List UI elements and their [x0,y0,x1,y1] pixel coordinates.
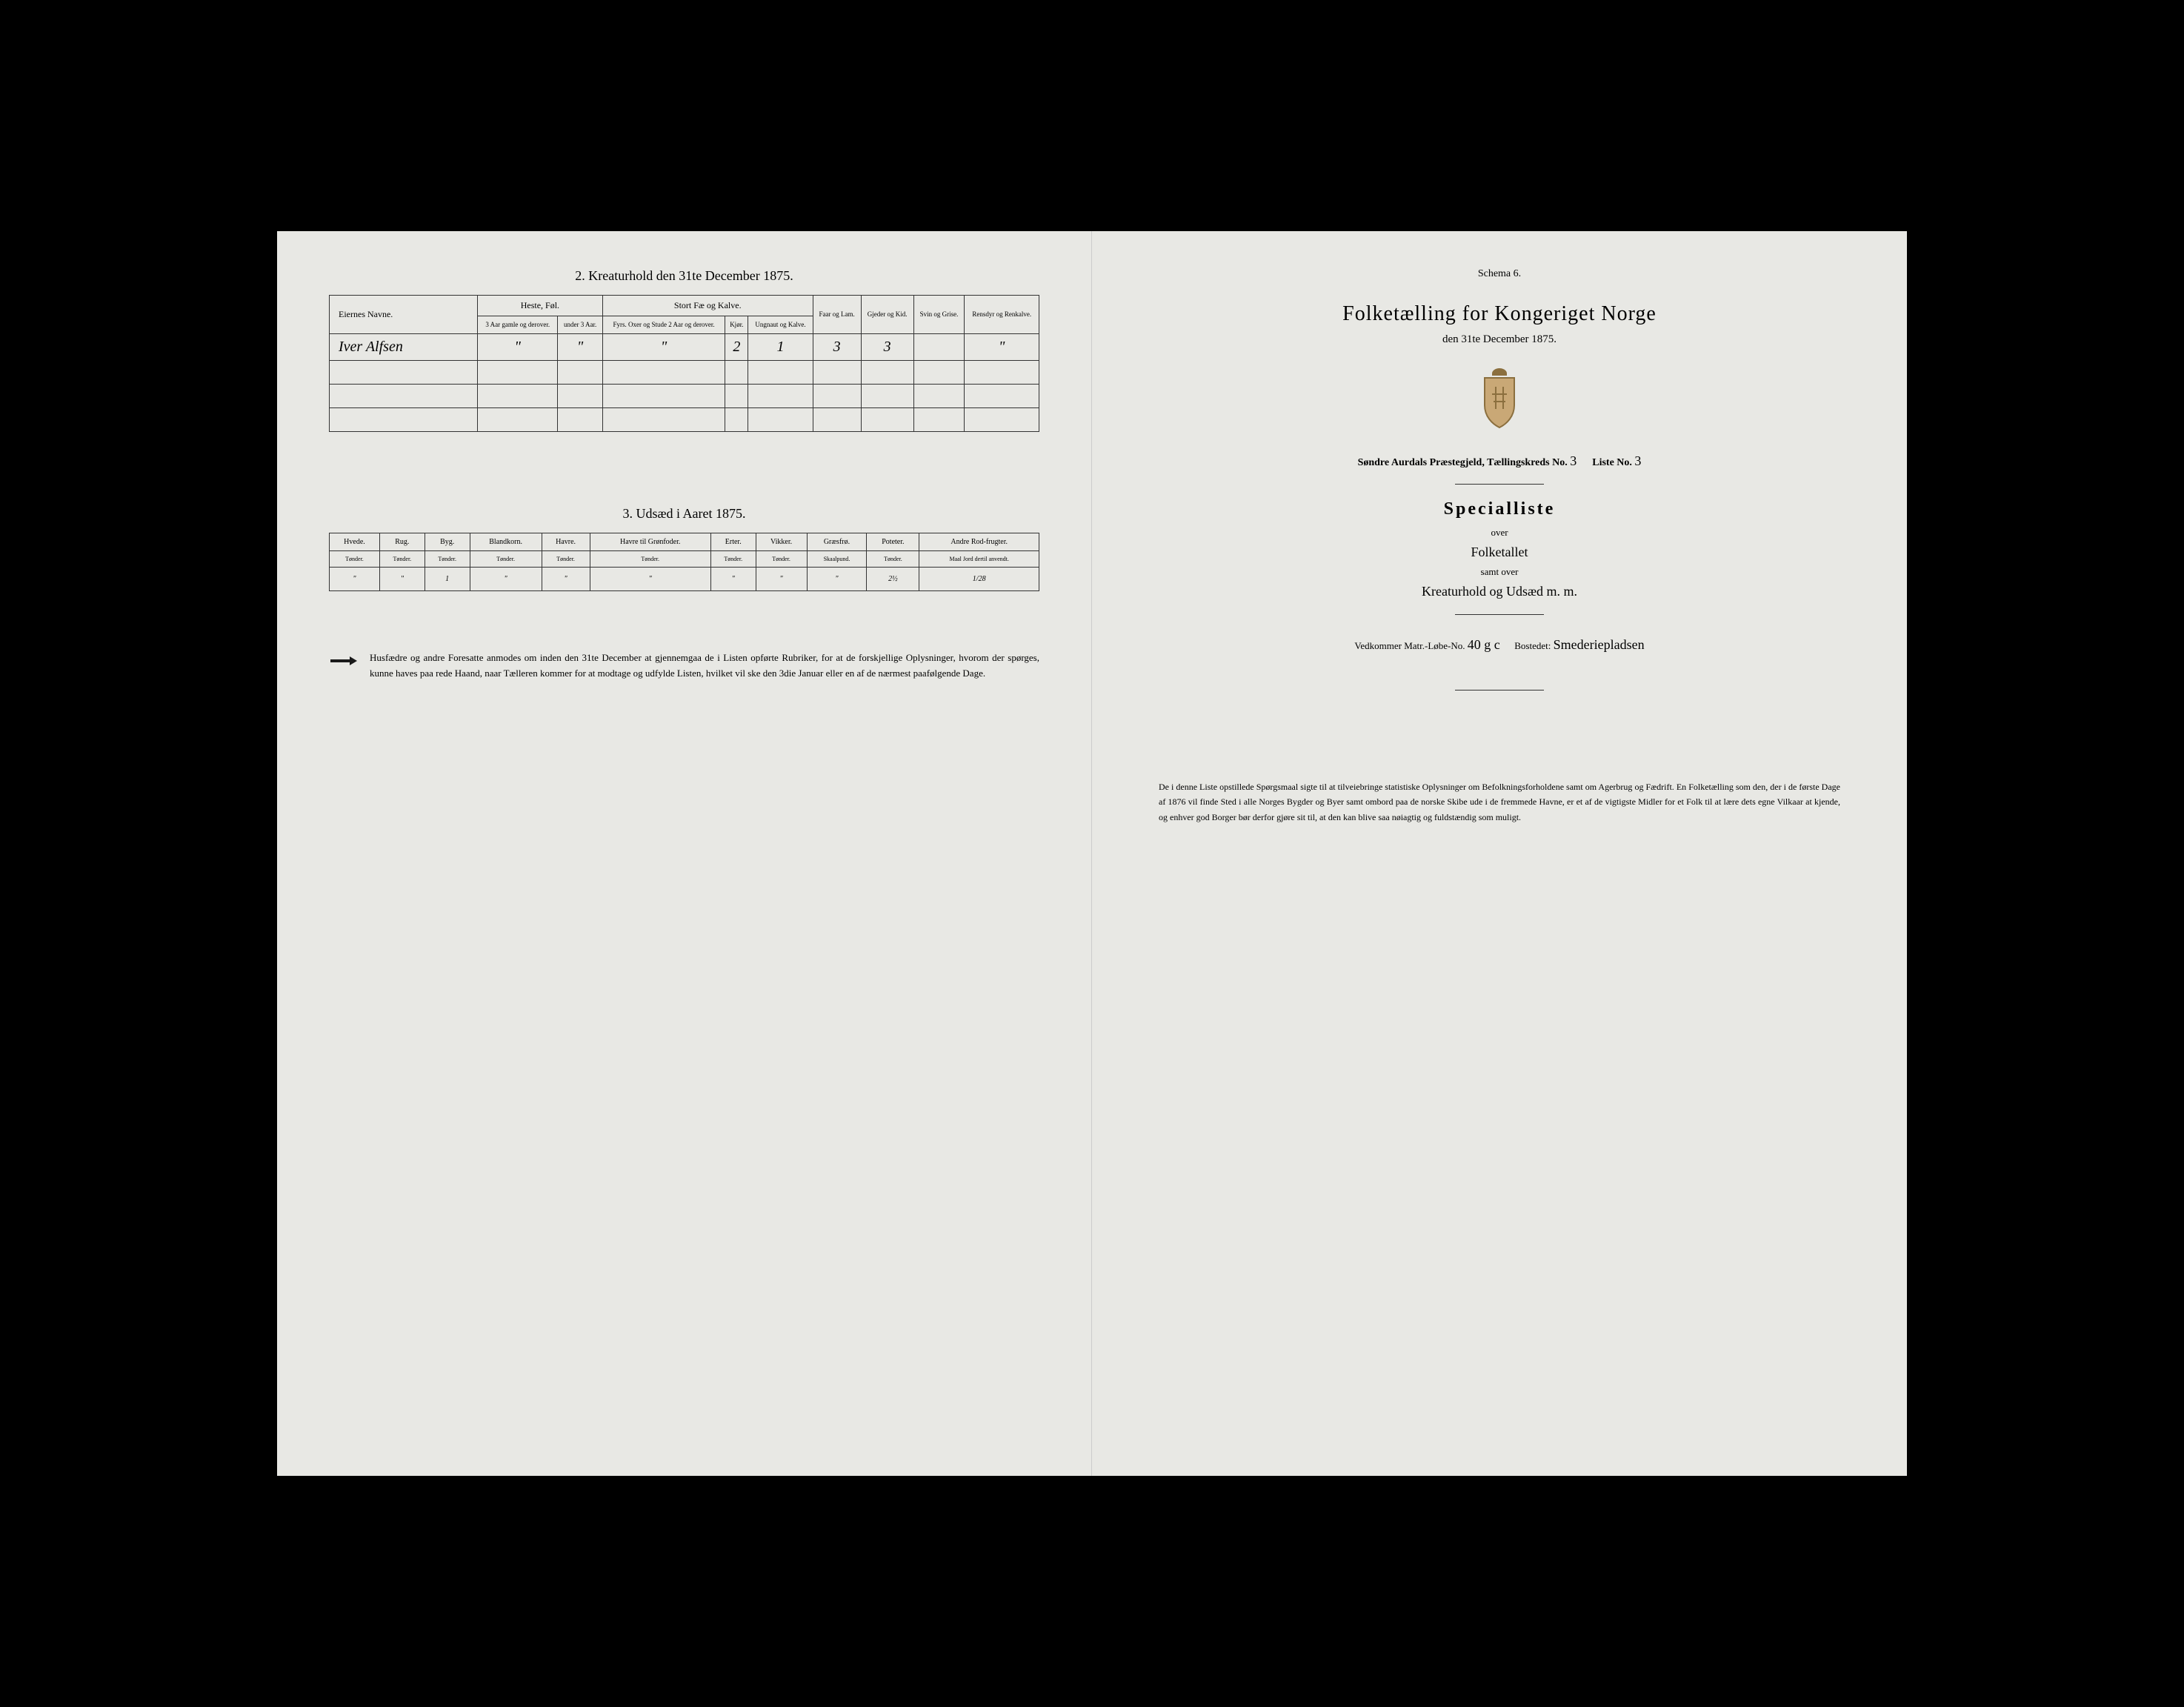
col-cattle: Stort Fæ og Kalve. [602,296,813,316]
sub: Tønder. [867,550,919,568]
matr-line: Vedkommer Matr.-Løbe-No. 40 g c Bostedet… [1144,637,1855,653]
col-pigs: Svin og Grise. [913,296,965,334]
cell: " [590,568,710,591]
livestock-table: Eiernes Navne. Heste, Føl. Stort Fæ og K… [329,295,1039,432]
divider [1455,614,1544,615]
sub11: Maal Jord dertil anvendt. [919,550,1039,568]
cell: 3 [813,333,861,360]
h4: Blandkorn. [470,533,542,550]
bosted: Smederiepladsen [1554,637,1645,652]
col-goats: Gjeder og Kid. [861,296,913,334]
h9: Græsfrø. [807,533,867,550]
sub-c3: Ungnaut og Kalve. [748,316,813,334]
main-title: Folketælling for Kongeriget Norge [1144,302,1855,326]
table-row [330,360,1039,384]
list-label: Liste No. [1592,457,1632,468]
subtitle: den 31te December 1875. [1144,333,1855,346]
col-sheep: Faar og Lam. [813,296,861,334]
cell: " [807,568,867,591]
schema-label: Schema 6. [1144,268,1855,280]
matr-label: Vedkommer Matr.-Løbe-No. [1354,640,1465,651]
cell: " [965,333,1039,360]
section3-title: 3. Udsæd i Aaret 1875. [329,506,1039,522]
right-footer: De i denne Liste opstillede Spørgsmaal s… [1144,779,1855,825]
h2: Rug. [379,533,425,550]
sub: Tønder. [425,550,470,568]
sub: Tønder. [330,550,380,568]
owner-name: Iver Alfsen [330,333,478,360]
sub-c2: Kjør. [725,316,748,334]
special-title: Specialliste [1144,499,1855,519]
cell: " [710,568,756,591]
cell: " [602,333,725,360]
h7: Erter. [710,533,756,550]
left-footer: Husfædre og andre Foresatte anmodes om i… [329,650,1039,682]
coat-of-arms-icon [1470,365,1529,431]
cell: 2 [725,333,748,360]
cell: 2½ [867,568,919,591]
col-horses: Heste, Føl. [478,296,603,316]
cell: " [756,568,807,591]
col-reindeer: Rensdyr og Renkalve. [965,296,1039,334]
sub: Tønder. [590,550,710,568]
cell: 1 [425,568,470,591]
section2-title: 2. Kreaturhold den 31te December 1875. [329,268,1039,284]
divider [1455,690,1544,691]
sub: Tønder. [542,550,590,568]
seed-table: Hvede. Rug. Byg. Blandkorn. Havre. Havre… [329,533,1039,592]
right-page: Schema 6. Folketælling for Kongeriget No… [1092,231,1907,1476]
table-row [330,384,1039,407]
cell: " [470,568,542,591]
cell: 1 [748,333,813,360]
sub: Tønder. [756,550,807,568]
cell: 1/28 [919,568,1039,591]
sub9: Skaalpund. [807,550,867,568]
h11: Andre Rod-frugter. [919,533,1039,550]
matr-no: 40 g c [1468,637,1500,652]
sub-h2: under 3 Aar. [558,316,602,334]
district-no: 3 [1570,453,1577,468]
left-page: 2. Kreaturhold den 31te December 1875. E… [277,231,1092,1476]
table-row [330,407,1039,431]
samt: samt over [1144,566,1855,578]
pointing-hand-icon [329,653,359,668]
sub-h1: 3 Aar gamle og derover. [478,316,558,334]
h8: Vikker. [756,533,807,550]
cell: " [542,568,590,591]
district-line: Søndre Aurdals Præstegjeld, Tællingskred… [1144,453,1855,469]
table-row: " " 1 " " " " " " 2½ 1/28 [330,568,1039,591]
sub: Tønder. [710,550,756,568]
district-label: Søndre Aurdals Præstegjeld, Tællingskred… [1358,457,1568,468]
sub: Tønder. [379,550,425,568]
h6: Havre til Grønfoder. [590,533,710,550]
cell: " [379,568,425,591]
cell: " [478,333,558,360]
sub: Tønder. [470,550,542,568]
cell: " [330,568,380,591]
cell: 3 [861,333,913,360]
divider [1455,484,1544,485]
cell [913,333,965,360]
table-row: Iver Alfsen " " " 2 1 3 3 " [330,333,1039,360]
census-document: 2. Kreaturhold den 31te December 1875. E… [277,231,1907,1476]
h10: Poteter. [867,533,919,550]
col-name: Eiernes Navne. [330,296,478,334]
footer-text: Husfædre og andre Foresatte anmodes om i… [370,650,1039,682]
h5: Havre. [542,533,590,550]
h3: Byg. [425,533,470,550]
kreatur: Kreaturhold og Udsæd m. m. [1144,584,1855,599]
list-no: 3 [1634,453,1641,468]
cell: " [558,333,602,360]
folketallet: Folketallet [1144,545,1855,560]
bosted-label: Bostedet: [1514,640,1551,651]
h1: Hvede. [330,533,380,550]
over: over [1144,527,1855,539]
sub-c1: Fyrs. Oxer og Stude 2 Aar og derover. [602,316,725,334]
